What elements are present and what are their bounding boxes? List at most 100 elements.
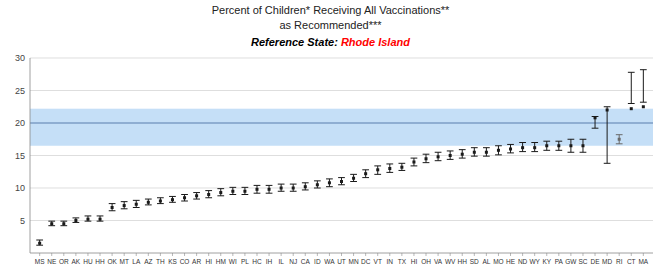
y-axis [30, 58, 31, 253]
point [231, 190, 234, 193]
point [280, 187, 283, 190]
x-tick [438, 253, 439, 256]
x-tick [389, 253, 390, 256]
error-cap-low [217, 195, 224, 196]
error-cap-high [580, 139, 587, 140]
point [412, 161, 415, 164]
error-cap-high [386, 163, 393, 164]
error-bar [595, 117, 596, 129]
error-bar-group [205, 191, 212, 198]
x-tick [208, 253, 209, 256]
error-cap-high [314, 180, 321, 181]
error-cap-high [205, 190, 212, 191]
x-tick-label: NJ [289, 258, 297, 265]
x-tick [426, 253, 427, 256]
x-tick [401, 253, 402, 256]
x-tick-label: CT [627, 258, 636, 265]
error-bar-group [604, 107, 611, 164]
x-tick [184, 253, 185, 256]
x-tick [256, 253, 257, 256]
error-cap-low [350, 181, 357, 182]
error-cap-low [398, 170, 405, 171]
error-cap-low [36, 245, 43, 246]
x-tick-label: CO [180, 258, 190, 265]
x-tick [317, 253, 318, 256]
error-bar-group [592, 116, 599, 128]
point [111, 206, 114, 209]
error-cap-high [423, 154, 430, 155]
grid [30, 58, 653, 221]
error-cap-high [242, 187, 249, 188]
error-bar-group [543, 141, 550, 150]
error-bar [631, 72, 632, 103]
error-bar [582, 139, 583, 152]
x-tick [595, 253, 596, 256]
error-cap-high [398, 163, 405, 164]
x-tick [619, 253, 620, 256]
error-cap-high [362, 169, 369, 170]
error-bar-group [229, 187, 236, 194]
error-bar [124, 202, 125, 209]
error-cap-low [97, 221, 104, 222]
error-bar-group [435, 152, 442, 160]
error-cap-high [604, 106, 611, 107]
y-tick-label: 5 [20, 216, 25, 226]
x-tick-label: OH [421, 258, 431, 265]
error-cap-low [48, 225, 55, 226]
point [62, 222, 65, 225]
error-cap-low [447, 159, 454, 160]
error-bar [256, 185, 257, 193]
error-bar-group [109, 204, 116, 211]
error-cap-low [229, 194, 236, 195]
error-cap-high [483, 147, 490, 148]
point [642, 105, 645, 108]
point [316, 183, 319, 186]
y-tick-label: 10 [15, 183, 25, 193]
error-bar [244, 187, 245, 194]
error-cap-low [423, 162, 430, 163]
error-cap-low [72, 222, 79, 223]
point [243, 190, 246, 193]
error-cap-high [411, 158, 418, 159]
point [364, 172, 367, 175]
error-cap-low [592, 128, 599, 129]
error-cap-high [181, 194, 188, 195]
error-bar-group [97, 216, 104, 221]
error-bar [353, 174, 354, 181]
error-cap-low [157, 203, 164, 204]
x-tick-label: IL [278, 258, 284, 265]
error-bar [148, 199, 149, 205]
error-bar-group [519, 143, 526, 152]
x-tick [582, 253, 583, 256]
x-tick [63, 253, 64, 256]
error-bar [293, 184, 294, 191]
error-bar-group [302, 183, 309, 190]
error-cap-high [568, 139, 575, 140]
point [473, 151, 476, 154]
point [485, 151, 488, 154]
error-bar [365, 170, 366, 178]
point [376, 168, 379, 171]
x-tick [100, 253, 101, 256]
error-cap-high [72, 217, 79, 218]
error-bar-group [217, 189, 224, 196]
x-tick-label: KS [168, 258, 177, 265]
x-tick-label: HI [411, 258, 418, 265]
x-tick-label: ID [314, 258, 321, 265]
grid-line [30, 123, 653, 124]
error-cap-high [495, 145, 502, 146]
error-cap-high [447, 150, 454, 151]
point [86, 218, 89, 221]
point [352, 177, 355, 180]
point [74, 219, 77, 222]
point [147, 201, 150, 204]
reference-line [30, 122, 653, 123]
error-bar-group [531, 143, 538, 152]
x-tick-label: MD [602, 258, 612, 265]
x-tick-label: AL [482, 258, 490, 265]
error-bar-group [290, 184, 297, 191]
point [388, 167, 391, 170]
point [497, 149, 500, 152]
point [268, 188, 271, 191]
error-bar [160, 198, 161, 204]
